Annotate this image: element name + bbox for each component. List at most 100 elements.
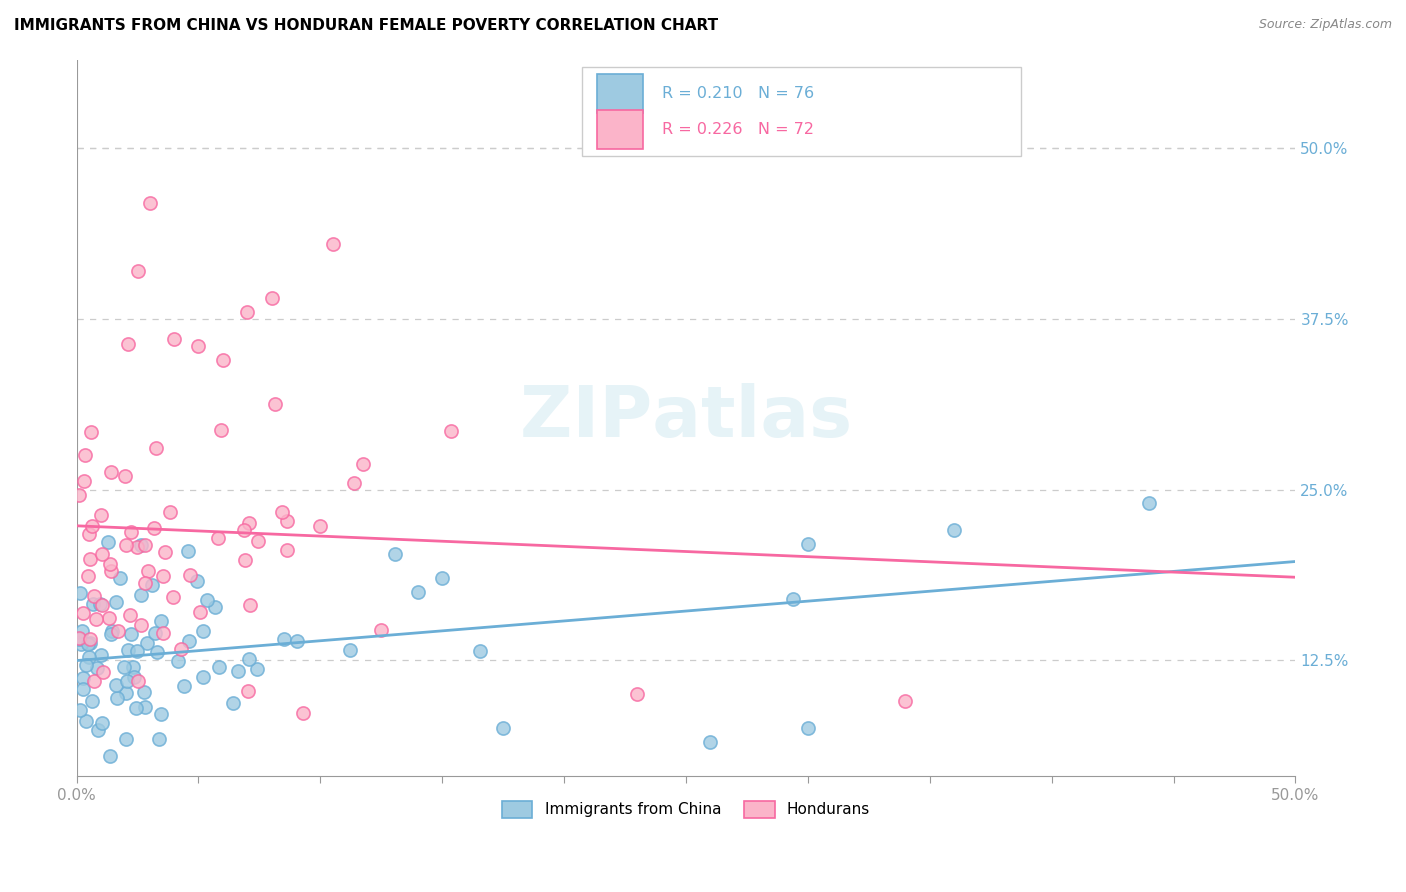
Point	[276, 542, 298, 557]
Point	[115, 538, 138, 552]
Point	[339, 642, 361, 657]
Point	[107, 624, 129, 638]
Point	[173, 679, 195, 693]
Point	[264, 397, 287, 411]
Point	[75, 714, 97, 728]
Point	[152, 625, 174, 640]
Point	[129, 618, 152, 632]
Point	[233, 553, 256, 567]
Point	[134, 700, 156, 714]
Point	[134, 575, 156, 590]
Point	[894, 694, 917, 708]
Point	[93, 665, 115, 679]
Point	[72, 606, 94, 620]
Point	[76, 637, 98, 651]
Point	[90, 508, 112, 522]
Point	[67, 488, 90, 502]
Point	[150, 707, 173, 722]
Point	[97, 611, 120, 625]
Point	[179, 568, 201, 582]
Point	[122, 659, 145, 673]
Point	[127, 644, 149, 658]
Point	[797, 537, 820, 551]
Point	[110, 571, 132, 585]
Point	[273, 632, 295, 646]
FancyBboxPatch shape	[582, 67, 1021, 156]
Point	[191, 670, 214, 684]
Point	[208, 660, 231, 674]
Point	[72, 671, 94, 685]
Point	[195, 593, 218, 607]
Point	[83, 590, 105, 604]
Point	[125, 700, 148, 714]
Point	[112, 659, 135, 673]
Point	[432, 571, 454, 585]
Point	[236, 305, 259, 319]
FancyBboxPatch shape	[598, 110, 644, 149]
Point	[117, 642, 139, 657]
Point	[163, 332, 186, 346]
Point	[239, 599, 262, 613]
Point	[285, 634, 308, 648]
Point	[143, 521, 166, 535]
Legend: Immigrants from China, Hondurans: Immigrants from China, Hondurans	[495, 793, 877, 826]
Point	[146, 645, 169, 659]
Point	[72, 682, 94, 697]
Point	[69, 702, 91, 716]
Point	[114, 686, 136, 700]
Point	[87, 723, 110, 737]
Point	[104, 678, 127, 692]
Point	[167, 654, 190, 668]
Point	[127, 541, 149, 555]
Point	[406, 585, 429, 599]
Point	[127, 673, 149, 688]
Point	[440, 424, 463, 438]
Point	[70, 624, 93, 639]
Point	[162, 590, 184, 604]
Point	[309, 519, 332, 533]
Point	[169, 641, 191, 656]
Point	[115, 732, 138, 747]
Point	[129, 537, 152, 551]
Point	[384, 547, 406, 561]
Point	[247, 533, 270, 548]
Point	[101, 624, 124, 638]
Point	[153, 545, 176, 559]
Point	[100, 465, 122, 479]
Point	[77, 527, 100, 541]
Point	[211, 352, 233, 367]
Point	[79, 635, 101, 649]
Point	[699, 735, 721, 749]
Point	[187, 339, 209, 353]
Point	[150, 614, 173, 628]
Point	[291, 706, 314, 720]
Point	[114, 469, 136, 483]
Point	[492, 722, 515, 736]
Point	[136, 564, 159, 578]
Point	[117, 336, 139, 351]
Point	[148, 732, 170, 747]
Text: R = 0.226   N = 72: R = 0.226 N = 72	[662, 122, 814, 137]
Point	[73, 448, 96, 462]
Point	[260, 292, 283, 306]
Point	[238, 516, 260, 530]
Point	[84, 612, 107, 626]
Point	[352, 457, 374, 471]
Point	[236, 684, 259, 698]
Point	[159, 505, 181, 519]
Point	[468, 644, 491, 658]
Point	[134, 537, 156, 551]
Point	[233, 523, 256, 537]
Point	[238, 651, 260, 665]
Point	[117, 673, 139, 688]
Point	[98, 557, 121, 571]
Point	[91, 716, 114, 731]
Point	[120, 524, 142, 539]
Point	[943, 524, 966, 538]
Point	[177, 544, 200, 558]
Point	[79, 552, 101, 566]
Point	[118, 608, 141, 623]
Point	[91, 598, 114, 612]
Point	[246, 662, 269, 676]
Point	[77, 650, 100, 665]
